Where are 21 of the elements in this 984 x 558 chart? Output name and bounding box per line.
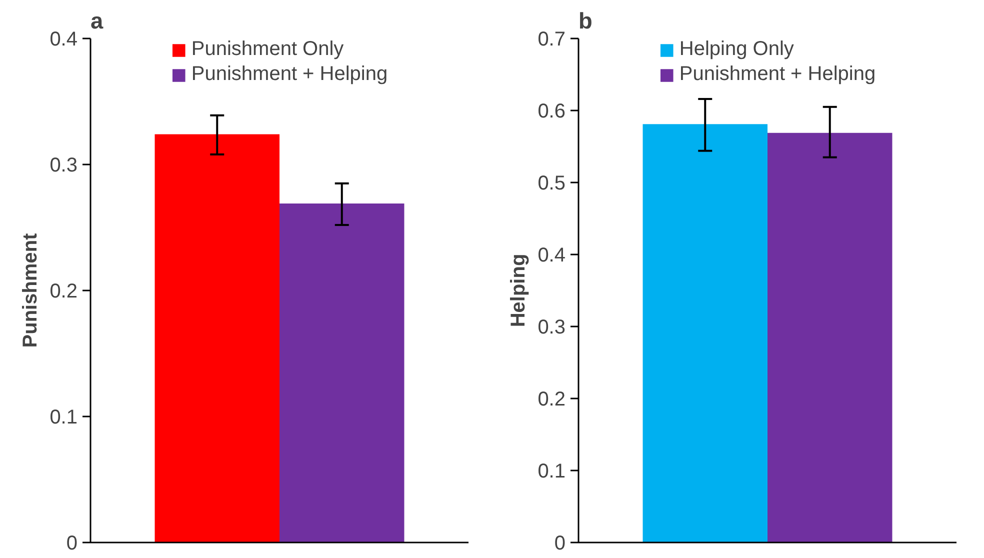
y-tick-label: 0.6	[538, 100, 566, 122]
chart-title: a	[90, 8, 104, 34]
legend-label: Punishment + Helping	[191, 63, 388, 86]
y-tick-label: 0.1	[538, 460, 566, 482]
y-tick-label: 0	[554, 532, 566, 554]
y-tick-label: 0.3	[538, 316, 566, 338]
y-tick-label: 0.3	[50, 154, 78, 176]
legend-label: Helping Only	[679, 38, 794, 61]
y-tick-label: 0.5	[538, 172, 566, 194]
y-tick-label: 0.4	[50, 28, 78, 50]
legend-label: Punishment Only	[191, 38, 344, 61]
legend-label: Punishment + Helping	[679, 63, 876, 86]
y-tick-label: 0.7	[538, 28, 566, 50]
y-tick-label: 0.2	[50, 280, 78, 302]
chart-title: b	[578, 8, 592, 34]
y-tick-label: 0.4	[538, 244, 566, 266]
y-tick-label: 0.2	[538, 388, 566, 410]
y-axis-title: Punishment	[20, 232, 42, 348]
y-axis-title: Helping	[508, 254, 530, 328]
y-tick-label: 0	[66, 532, 78, 554]
y-tick-label: 0.1	[50, 406, 78, 428]
